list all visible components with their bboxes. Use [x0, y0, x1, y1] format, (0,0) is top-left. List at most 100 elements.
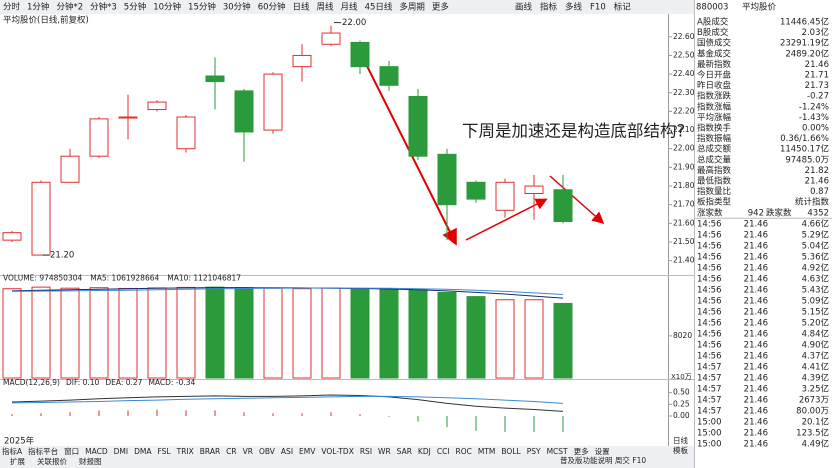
period-button[interactable]: 更多 [432, 2, 450, 13]
status: 普及版功能说明 周交 F10 [560, 455, 646, 465]
stat-value: 0.87 [810, 187, 829, 197]
indicator-tab[interactable]: 窗口 [64, 446, 79, 456]
side-tab[interactable]: 日线 [673, 435, 688, 445]
arrow [549, 175, 605, 224]
candle-body [466, 181, 486, 200]
breadth-label: 涨家数 [697, 207, 723, 218]
tool-button[interactable]: 标记 [614, 2, 632, 13]
indicator-tab[interactable]: CCI [437, 447, 450, 456]
volume-bar [321, 287, 341, 379]
period-button[interactable]: 30分钟 [223, 2, 251, 13]
period-button[interactable]: 15分钟 [188, 2, 216, 13]
year-label: 2025年 [4, 436, 35, 447]
extension-tab[interactable]: 扩展 [10, 456, 25, 466]
tick-price: 21.46 [744, 263, 768, 273]
extension-tab[interactable]: 关联报价 [37, 456, 67, 466]
extension-tab[interactable]: 财报图 [79, 456, 102, 466]
indicator-tab[interactable]: MTM [478, 447, 496, 456]
indicator-tab[interactable]: MACD [85, 447, 108, 456]
y-tick-label: 21.80 [673, 181, 695, 190]
stat-label: 最新指数 [697, 59, 732, 70]
tick-price: 21.46 [744, 417, 768, 427]
candle-body [205, 75, 225, 83]
side-tab[interactable]: 模板 [673, 445, 688, 455]
indicator-tab[interactable]: DMA [134, 447, 152, 456]
y-tick-label: 21.60 [673, 218, 695, 227]
tick-price: 21.46 [744, 373, 768, 383]
stat-label: A股成交 [697, 17, 729, 28]
period-button[interactable]: 5分钟 [124, 2, 146, 13]
period-button[interactable]: 45日线 [365, 2, 393, 13]
ma-line [11, 287, 564, 296]
stat-label: B股成交 [697, 27, 729, 38]
stat-value: 2489.20亿 [785, 48, 829, 59]
period-button[interactable]: 月线 [341, 2, 359, 13]
indicator-tab[interactable]: ASI [281, 447, 293, 456]
tab-bar [0, 446, 695, 468]
stat-value: 97485.0万 [785, 155, 829, 165]
volume-bar [89, 287, 109, 379]
stat-label: 板指类型 [697, 197, 732, 208]
window-title: 平均股价(日线,前复权) [3, 15, 89, 26]
volume-bar [60, 287, 80, 379]
indicator-tab[interactable]: TRIX [176, 447, 194, 456]
tick-time: 14:56 [697, 285, 722, 295]
indicator-tab[interactable]: KDJ [418, 447, 431, 456]
tool-button[interactable]: 多线 [565, 2, 583, 13]
indicator-tab[interactable]: WR [378, 447, 391, 456]
tick-price: 21.46 [744, 384, 768, 394]
tick-volume: 80.00万 [796, 406, 829, 416]
indicator-tab[interactable]: CR [226, 447, 236, 456]
tool-button[interactable]: 画线 [515, 2, 533, 13]
period-button[interactable]: 60分钟 [258, 2, 286, 13]
indicator-tab[interactable]: PSY [527, 447, 541, 456]
indicator-tab[interactable]: 指标平台 [28, 446, 58, 456]
indicator-tab[interactable]: BRAR [200, 447, 220, 456]
tick-price: 21.46 [744, 439, 768, 449]
stat-value: 统计指数 [795, 197, 830, 208]
period-button[interactable]: 分时 [3, 2, 21, 13]
period-button[interactable]: 分钟*3 [90, 2, 117, 13]
indicator-tab[interactable]: DMI [114, 447, 128, 456]
indicator-tab[interactable]: 更多 [574, 446, 589, 456]
indicator-tab[interactable]: VR [243, 447, 253, 456]
volume-unit: X10万 [671, 373, 692, 381]
indicator-tab[interactable]: SAR [397, 447, 412, 456]
indicator-tab[interactable]: RSI [360, 447, 372, 456]
tick-time: 15:00 [697, 417, 722, 427]
stat-label: 最高指数 [697, 165, 732, 176]
indicator-tab[interactable]: OBV [259, 447, 276, 456]
y-tick-label: 21.50 [673, 237, 695, 246]
indicator-tab[interactable]: BOLL [501, 447, 521, 456]
tick-price: 21.46 [744, 395, 768, 405]
indicator-tab[interactable]: MCST [547, 447, 568, 456]
stat-value: 21.71 [805, 71, 829, 81]
period-button[interactable]: 周线 [317, 2, 335, 13]
indicator-tab[interactable]: FSL [157, 447, 171, 456]
tick-price: 21.46 [744, 362, 768, 372]
candle-body [263, 73, 283, 131]
tool-button[interactable]: F10 [590, 3, 606, 13]
indicator-tab[interactable]: VOL-TDX [321, 447, 353, 456]
y-tick-label: 22.10 [673, 125, 695, 134]
period-button[interactable]: 分钟*2 [56, 2, 83, 13]
indicator-tab[interactable]: EMV [299, 447, 316, 456]
period-button[interactable]: 10分钟 [153, 2, 181, 13]
candle-body [176, 116, 196, 150]
volume-bar [466, 296, 486, 379]
period-button[interactable]: 日线 [293, 2, 311, 13]
indicator-tab[interactable]: ROC [456, 447, 472, 456]
volume-bar [292, 288, 312, 379]
period-button[interactable]: 多周期 [399, 2, 425, 13]
quote-panel [695, 0, 832, 468]
period-button[interactable]: 1分钟 [27, 2, 49, 13]
stat-value: 21.46 [805, 177, 829, 187]
tick-time: 14:57 [697, 406, 722, 416]
indicator-tab[interactable]: 指标A [2, 446, 23, 456]
indicator-tab[interactable]: 设置 [595, 446, 610, 456]
stat-label: 平均涨幅 [697, 112, 732, 123]
stat-label: 总成交量 [697, 154, 732, 165]
tick-volume: 5.36亿 [802, 251, 829, 262]
tool-button[interactable]: 指标 [540, 2, 558, 13]
